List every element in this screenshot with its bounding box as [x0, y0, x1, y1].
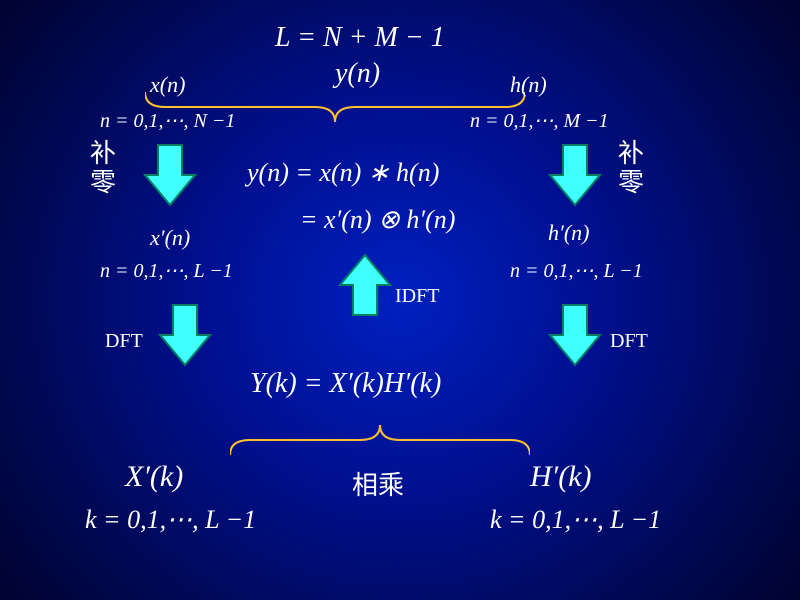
x-n: x(n): [150, 72, 185, 98]
h-prime: h′(n): [548, 220, 589, 246]
x-prime: x′(n): [150, 225, 190, 251]
arrow-up-center-icon: [335, 250, 395, 320]
k-range-right: k = 0,1,⋯, L −1: [490, 505, 661, 535]
multiply-label: 相乘: [352, 465, 404, 502]
pad-zero-left: 补零: [90, 140, 118, 197]
arrow-down-left1-icon: [140, 140, 200, 210]
h-n: h(n): [510, 72, 547, 98]
x-range: n = 0,1,⋯, N −1: [100, 108, 235, 133]
arrow-down-right1-icon: [545, 140, 605, 210]
k-range-left: k = 0,1,⋯, L −1: [85, 505, 256, 535]
brace-bottom-icon: [230, 420, 530, 460]
X-prime-k: X′(k): [125, 460, 183, 494]
h-prime-range: n = 0,1,⋯, L −1: [510, 258, 643, 283]
arrow-down-left2-icon: [155, 300, 215, 370]
conv-linear: y(n) = x(n) ∗ h(n): [247, 158, 439, 188]
h-range: n = 0,1,⋯, M −1: [470, 108, 609, 133]
eq-L: L = N + M − 1: [275, 22, 445, 54]
dft-right: DFT: [610, 330, 648, 353]
pad-zero-right: 补零: [618, 140, 646, 197]
Yk-eq: Y(k) = X′(k)H′(k): [250, 368, 441, 400]
idft-label: IDFT: [395, 285, 439, 308]
arrow-down-right2-icon: [545, 300, 605, 370]
eq-yn-top: y(n): [335, 58, 380, 90]
x-prime-range: n = 0,1,⋯, L −1: [100, 258, 233, 283]
H-prime-k: H′(k): [530, 460, 592, 494]
conv-circ: = x′(n) ⊗ h′(n): [300, 205, 455, 235]
dft-left: DFT: [105, 330, 143, 353]
